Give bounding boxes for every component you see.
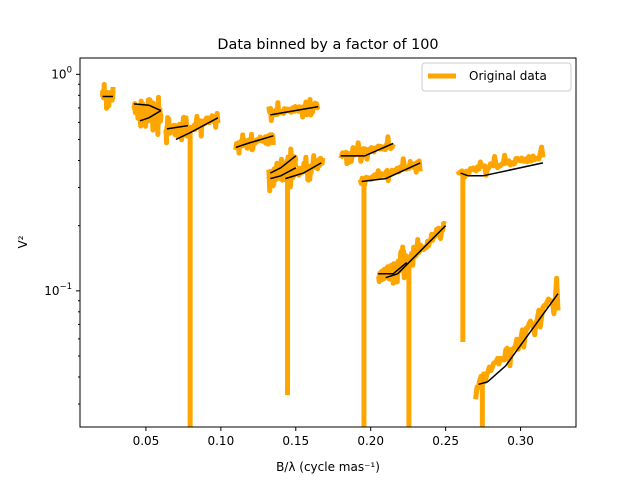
x-tick-label: 0.25 — [432, 434, 459, 448]
binned-data-segment-13 — [378, 262, 408, 275]
binned-data-segment-15 — [460, 162, 544, 177]
chart-title: Data binned by a factor of 100 — [217, 37, 438, 53]
original-data-segment-9 — [266, 154, 299, 194]
original-data-segment-15 — [455, 144, 546, 180]
x-axis-label: B/λ (cycle mas⁻¹) — [276, 460, 380, 474]
binned-data-segment-4 — [166, 124, 189, 130]
original-data-segment-5 — [172, 110, 221, 143]
binned-data-segment-10 — [285, 162, 322, 180]
binned-data-segment-11 — [340, 142, 394, 157]
x-tick-label: 0.10 — [207, 434, 234, 448]
y-tick-label: 10−1 — [44, 282, 72, 298]
x-tick-label: 0.05 — [133, 434, 160, 448]
original-data-segment-3 — [137, 94, 164, 133]
legend-label-original-data: Original data — [469, 69, 547, 83]
x-tick-label: 0.30 — [507, 434, 534, 448]
x-tick-label: 0.20 — [357, 434, 384, 448]
legend: Original data — [421, 62, 572, 92]
binned-data-series — [102, 95, 559, 386]
original-data-segment-1 — [100, 81, 116, 111]
y-tick-label: 100 — [51, 65, 72, 81]
binned-data-segment-14 — [385, 225, 447, 279]
binned-data-segment-16 — [478, 293, 559, 386]
y-axis-ticks: 10−1 100 — [44, 65, 80, 405]
binned-data-segment-9 — [270, 167, 297, 180]
binned-data-segment-3 — [139, 109, 162, 122]
binned-data-segment-6 — [235, 135, 274, 149]
original-data-segment-12 — [357, 156, 423, 189]
x-axis-ticks: 0.05 0.10 0.15 0.20 0.25 0.30 — [133, 427, 534, 448]
original-data-segment-16 — [473, 275, 561, 400]
binned-data-segment-7 — [270, 105, 319, 116]
binned-data-segment-8 — [269, 155, 297, 174]
binned-data-segment-2 — [133, 103, 162, 112]
legend-box — [421, 62, 572, 92]
binned-data-segment-12 — [361, 162, 421, 183]
binned-data-segment-5 — [175, 117, 219, 141]
y-axis-label: V² — [16, 235, 30, 248]
axes-frame — [79, 57, 577, 428]
original-data-segment-10 — [281, 153, 326, 190]
x-tick-label: 0.15 — [282, 434, 309, 448]
